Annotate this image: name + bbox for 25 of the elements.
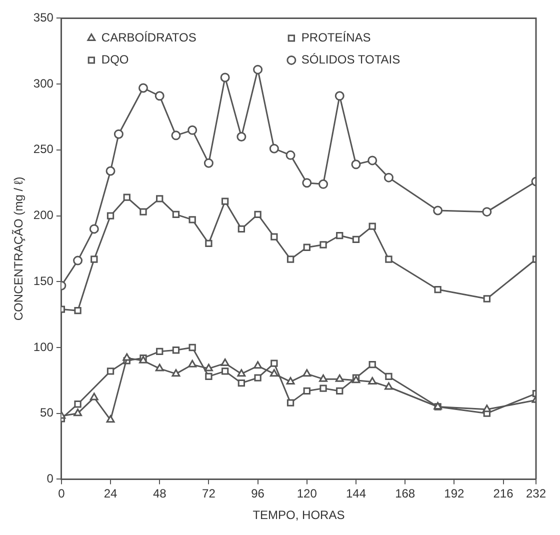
y-tick-label: 50 xyxy=(40,406,54,420)
legend-label: DQO xyxy=(101,52,129,67)
x-tick-label: 192 xyxy=(444,486,465,501)
y-tick-label: 0 xyxy=(46,472,54,486)
y-tick-label: 150 xyxy=(33,274,54,288)
y-tick-label: 200 xyxy=(33,208,54,222)
x-tick-label: 0 xyxy=(58,486,66,501)
x-tick-label: 96 xyxy=(251,486,265,501)
y-axis-title: CONCENTRAÇÃO (mg / ℓ) xyxy=(12,176,26,321)
x-tick-label: 72 xyxy=(202,486,216,501)
x-tick-label: 216 xyxy=(493,486,514,501)
x-tick-label: 168 xyxy=(395,486,416,501)
x-tick-label: 48 xyxy=(152,486,167,501)
x-tick-label: 232 xyxy=(526,486,546,501)
x-tick-label: 120 xyxy=(296,486,318,501)
legend-label: CARBOÍDRATOS xyxy=(101,30,196,45)
legend-label: PROTEÍNAS xyxy=(301,30,371,45)
x-tick-label: 24 xyxy=(104,486,118,501)
y-tick-label: 250 xyxy=(33,142,54,156)
x-axis-title: TEMPO, HORAS xyxy=(252,508,345,522)
y-tick-label: 300 xyxy=(33,76,54,90)
legend-label: SÓLIDOS TOTAIS xyxy=(301,52,400,67)
x-tick-label: 144 xyxy=(346,486,366,501)
y-tick-label: 350 xyxy=(33,10,54,25)
y-tick-label: 100 xyxy=(33,340,54,354)
